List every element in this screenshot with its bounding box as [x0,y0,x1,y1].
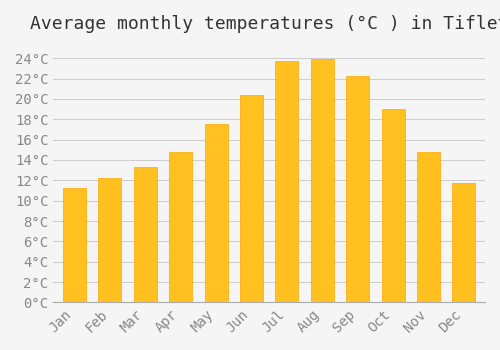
Bar [169,152,192,302]
Bar [204,124,228,302]
Title: Average monthly temperatures (°C ) in Tiflet: Average monthly temperatures (°C ) in Ti… [30,15,500,33]
Bar [98,178,122,302]
Bar [417,152,440,302]
Bar [63,188,86,302]
Bar [452,183,475,302]
Bar [382,109,404,302]
Bar [311,59,334,302]
Bar [346,77,369,302]
Bar [276,61,298,302]
Bar [134,167,157,302]
Bar [240,95,263,302]
